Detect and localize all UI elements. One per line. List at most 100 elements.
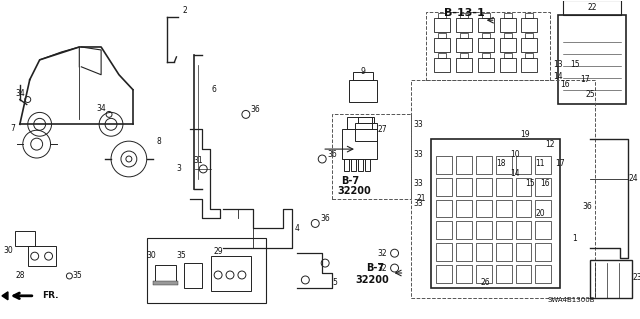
- Text: 33: 33: [413, 179, 423, 188]
- Bar: [431, 139, 560, 288]
- Text: 14: 14: [554, 72, 563, 81]
- Bar: [515, 200, 531, 218]
- Bar: [438, 33, 446, 38]
- Bar: [438, 53, 446, 58]
- Text: FR.: FR.: [42, 291, 58, 300]
- Text: 17: 17: [556, 160, 565, 168]
- Bar: [496, 178, 511, 196]
- Text: 34: 34: [15, 89, 25, 98]
- Text: 16: 16: [540, 179, 550, 188]
- Text: 30: 30: [147, 251, 157, 260]
- Bar: [436, 243, 452, 261]
- Text: 4: 4: [295, 224, 300, 233]
- Bar: [500, 18, 515, 32]
- Bar: [332, 115, 412, 199]
- Bar: [476, 178, 492, 196]
- Bar: [438, 13, 446, 18]
- Bar: [476, 265, 492, 283]
- Bar: [436, 178, 452, 196]
- Bar: [558, 15, 625, 105]
- Text: 10: 10: [511, 150, 520, 159]
- Text: 26: 26: [481, 278, 491, 287]
- Bar: [563, 0, 621, 15]
- Text: 34: 34: [96, 104, 106, 113]
- Text: 8: 8: [156, 137, 161, 146]
- Text: 7: 7: [10, 124, 15, 133]
- Text: 28: 28: [15, 271, 24, 280]
- Text: 33: 33: [413, 150, 423, 159]
- Text: 31: 31: [193, 157, 203, 166]
- Bar: [436, 156, 452, 174]
- Bar: [460, 53, 468, 58]
- Bar: [522, 38, 538, 52]
- Bar: [434, 38, 450, 52]
- Bar: [342, 129, 377, 159]
- Text: 36: 36: [320, 214, 330, 223]
- Bar: [525, 13, 533, 18]
- Text: 25: 25: [585, 90, 595, 99]
- Bar: [504, 13, 511, 18]
- Text: 20: 20: [536, 209, 545, 218]
- Text: 32: 32: [378, 249, 387, 258]
- Bar: [476, 243, 492, 261]
- Bar: [147, 238, 266, 303]
- Bar: [434, 18, 450, 32]
- Text: 15: 15: [570, 60, 580, 69]
- Bar: [426, 12, 550, 80]
- Bar: [456, 156, 472, 174]
- Bar: [15, 231, 35, 246]
- Bar: [460, 13, 468, 18]
- Bar: [500, 38, 515, 52]
- Text: 27: 27: [378, 125, 387, 134]
- Bar: [525, 53, 533, 58]
- Text: B-7: B-7: [365, 263, 384, 273]
- Text: 30: 30: [3, 246, 13, 255]
- Bar: [482, 33, 490, 38]
- Bar: [456, 221, 472, 239]
- Bar: [535, 156, 551, 174]
- Text: 11: 11: [536, 160, 545, 168]
- Bar: [522, 58, 538, 72]
- Bar: [515, 178, 531, 196]
- Bar: [496, 221, 511, 239]
- Text: 5: 5: [333, 278, 337, 287]
- Text: 36: 36: [327, 150, 337, 159]
- Bar: [500, 58, 515, 72]
- Bar: [456, 18, 472, 32]
- Text: 33: 33: [413, 199, 423, 208]
- Text: 22: 22: [587, 3, 596, 12]
- Text: 13: 13: [554, 60, 563, 69]
- Text: B-7: B-7: [341, 176, 359, 186]
- Bar: [535, 200, 551, 218]
- Bar: [504, 53, 511, 58]
- Bar: [28, 246, 56, 266]
- Bar: [436, 265, 452, 283]
- Text: 19: 19: [520, 130, 530, 139]
- Text: 36: 36: [251, 105, 260, 114]
- Bar: [365, 159, 370, 171]
- Text: 9: 9: [360, 67, 365, 76]
- Bar: [456, 243, 472, 261]
- Text: 35: 35: [177, 251, 186, 260]
- Bar: [434, 58, 450, 72]
- Bar: [153, 281, 179, 285]
- Bar: [496, 156, 511, 174]
- Text: 36: 36: [582, 202, 592, 211]
- Bar: [478, 18, 493, 32]
- Bar: [456, 265, 472, 283]
- Bar: [351, 159, 356, 171]
- Text: 15: 15: [525, 179, 535, 188]
- Bar: [476, 200, 492, 218]
- Bar: [478, 58, 493, 72]
- Bar: [482, 13, 490, 18]
- Text: 35: 35: [72, 271, 82, 280]
- Bar: [535, 265, 551, 283]
- Bar: [535, 243, 551, 261]
- Bar: [476, 221, 492, 239]
- Bar: [504, 33, 511, 38]
- Bar: [358, 159, 363, 171]
- Bar: [355, 123, 377, 141]
- Text: 12: 12: [545, 140, 555, 149]
- Bar: [436, 221, 452, 239]
- Text: 29: 29: [213, 247, 223, 256]
